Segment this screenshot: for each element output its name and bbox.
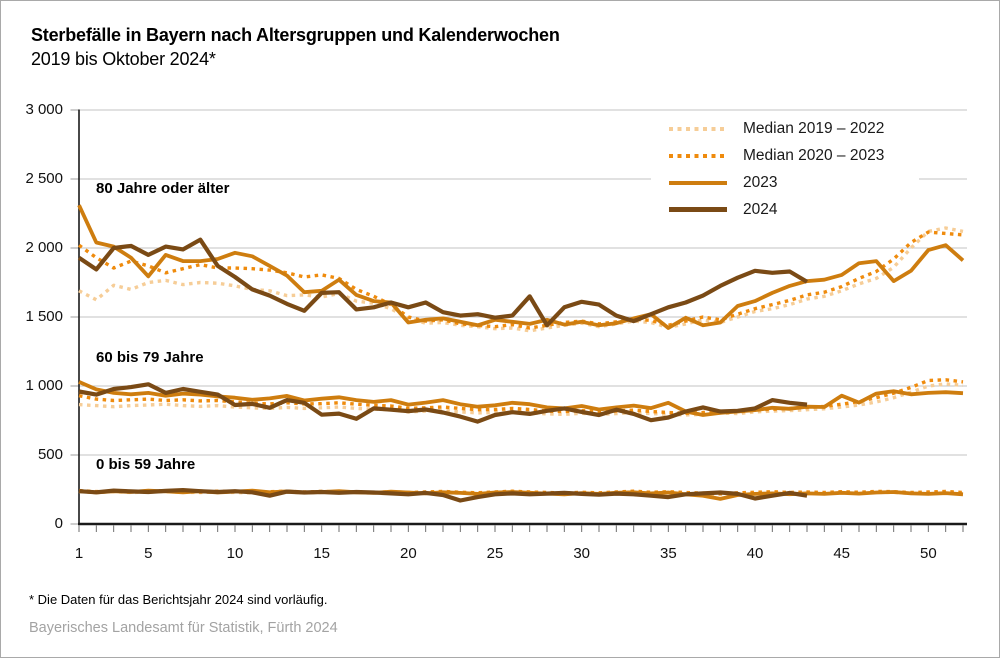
0-59-2023-line: [78, 488, 964, 501]
page-title: Sterbefälle in Bayern nach Altersgruppen…: [31, 25, 560, 45]
y-axis-label-3000: 3 000: [25, 101, 63, 118]
60-79-median-2019-2022-line: [78, 382, 964, 417]
x-axis-label-week-10: 10: [226, 545, 244, 562]
group-label-80-plus: 80 Jahre oder älter: [96, 180, 230, 197]
source-credit: Bayerisches Landesamt für Statistik, Für…: [29, 620, 338, 636]
y-axis-label-0: 0: [54, 515, 63, 532]
x-axis-label-week-45: 45: [833, 545, 850, 562]
y-axis-label-1500: 1 500: [25, 308, 63, 325]
80-plus-median-2019-2022-line: [78, 226, 964, 333]
legend-row-2023: 2023: [669, 169, 919, 196]
legend-swatch-median-2020-2023-icon: [669, 153, 727, 158]
x-axis-label-week-30: 30: [573, 545, 590, 562]
legend-label: Median 2019 – 2022: [743, 119, 885, 137]
legend-swatch-2023-icon: [669, 180, 727, 185]
y-axis-label-500: 500: [37, 446, 63, 463]
legend-swatch-median-2019-2022-icon: [669, 126, 727, 131]
0-59-2024-line: [78, 488, 808, 503]
legend-row-median-2020-2023: Median 2020 – 2023: [669, 142, 919, 169]
x-axis-label-week-35: 35: [659, 545, 677, 562]
80-plus-median-2020-2023-line: [78, 230, 964, 330]
legend-row-2024: 2024: [669, 196, 919, 223]
60-79-median-2020-2023-line: [78, 378, 964, 415]
0-59-median-2020-2023-line: [78, 488, 964, 496]
legend-label: Median 2020 – 2023: [743, 146, 885, 164]
y-axis-label-1000: 1 000: [25, 377, 63, 394]
legend-row-median-2019-2022: Median 2019 – 2022: [669, 115, 919, 142]
60-79-2023-line: [78, 380, 964, 417]
chart-legend: Median 2019 – 2022 Median 2020 – 2023 20…: [651, 113, 919, 225]
0-59-median-2019-2022-line: [78, 489, 964, 496]
y-axis-label-2500: 2 500: [25, 170, 63, 187]
legend-label: 2024: [743, 200, 778, 218]
y-axis-label-2000: 2 000: [25, 239, 63, 256]
legend-swatch-2024-icon: [669, 207, 727, 212]
x-axis-label-week-40: 40: [746, 545, 764, 562]
legend-label: 2023: [743, 173, 778, 191]
page-subtitle: 2019 bis Oktober 2024*: [31, 49, 216, 69]
80-plus-2024-line: [77, 237, 809, 328]
x-axis-label-week-5: 5: [144, 545, 153, 562]
group-label-0-59: 0 bis 59 Jahre: [96, 456, 196, 473]
x-axis-label-week-20: 20: [399, 545, 417, 562]
x-axis-label-week-25: 25: [486, 545, 504, 562]
x-axis-label-week-15: 15: [313, 545, 330, 562]
x-axis-label-week-50: 50: [919, 545, 937, 562]
x-axis-label-week-1: 1: [74, 545, 84, 562]
60-79-2024-line: [78, 382, 808, 424]
group-label-60-79: 60 bis 79 Jahre: [96, 349, 204, 366]
footnote: * Die Daten für das Berichtsjahr 2024 si…: [29, 592, 328, 607]
